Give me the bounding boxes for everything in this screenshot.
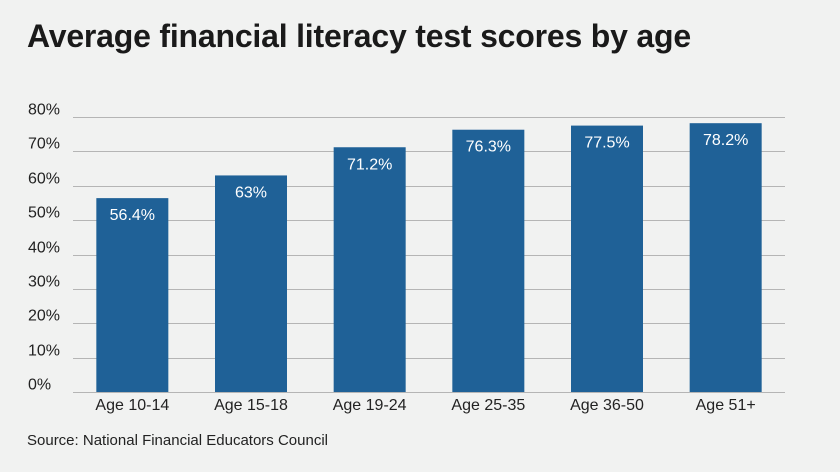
y-tick-label: 70%: [28, 136, 60, 153]
bar-value-labels: 56.4% 63% 71.2% 76.3% 77.5% 78.2%: [110, 132, 749, 224]
bar-value-label: 77.5%: [584, 135, 629, 152]
bar: [333, 147, 406, 392]
bar-value-label: 63%: [235, 184, 267, 201]
x-axis-categories: Age 10-14 Age 15-18 Age 19-24 Age 25-35 Age …: [95, 397, 755, 414]
y-tick-label: 60%: [28, 171, 60, 188]
y-tick-label: 0%: [28, 377, 51, 394]
y-tick-label: 10%: [28, 343, 60, 360]
y-tick-label: 40%: [28, 240, 60, 257]
bar-value-label: 71.2%: [347, 156, 392, 173]
chart-title: Average financial literacy test scores b…: [27, 18, 691, 54]
bar: [452, 129, 525, 392]
bar: [215, 175, 287, 392]
x-category-label: Age 19-24: [333, 397, 407, 414]
gridlines: [73, 117, 785, 393]
bar: [96, 198, 169, 392]
y-tick-label: 30%: [28, 274, 60, 291]
y-tick-label: 50%: [28, 205, 60, 222]
x-category-label: Age 15-18: [214, 397, 288, 414]
source-note: Source: National Financial Educators Cou…: [27, 432, 328, 449]
bar-value-label: 56.4%: [110, 207, 155, 224]
bar: [689, 123, 762, 392]
x-category-label: Age 36-50: [570, 397, 644, 414]
bar-value-label: 78.2%: [703, 132, 748, 149]
x-category-label: Age 10-14: [95, 397, 169, 414]
x-category-label: Age 25-35: [451, 397, 525, 414]
y-tick-label: 80%: [28, 102, 60, 119]
bars: [96, 123, 762, 392]
y-tick-label: 20%: [28, 308, 60, 325]
bar: [571, 125, 643, 392]
bar-value-label: 76.3%: [466, 139, 511, 156]
y-axis-ticks: 0% 10% 20% 30% 40% 50% 60% 70% 80%: [28, 102, 60, 394]
x-category-label: Age 51+: [696, 397, 756, 414]
